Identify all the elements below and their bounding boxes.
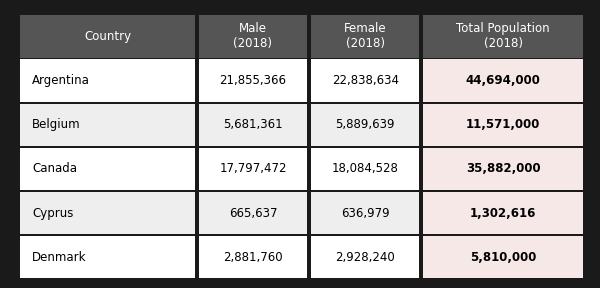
- Text: 636,979: 636,979: [341, 206, 389, 220]
- FancyBboxPatch shape: [20, 15, 195, 58]
- FancyBboxPatch shape: [20, 59, 195, 102]
- FancyBboxPatch shape: [423, 15, 583, 58]
- FancyBboxPatch shape: [199, 192, 307, 234]
- Text: 21,855,366: 21,855,366: [220, 74, 286, 87]
- FancyBboxPatch shape: [20, 192, 195, 234]
- Text: 5,889,639: 5,889,639: [335, 118, 395, 131]
- FancyBboxPatch shape: [311, 15, 419, 58]
- Text: Denmark: Denmark: [32, 251, 87, 264]
- FancyBboxPatch shape: [423, 236, 583, 278]
- Text: 17,797,472: 17,797,472: [219, 162, 287, 175]
- FancyBboxPatch shape: [199, 148, 307, 190]
- Text: 5,810,000: 5,810,000: [470, 251, 536, 264]
- FancyBboxPatch shape: [311, 148, 419, 190]
- FancyBboxPatch shape: [199, 104, 307, 146]
- Text: 18,084,528: 18,084,528: [332, 162, 398, 175]
- FancyBboxPatch shape: [311, 192, 419, 234]
- FancyBboxPatch shape: [199, 59, 307, 102]
- FancyBboxPatch shape: [423, 59, 583, 102]
- Text: 44,694,000: 44,694,000: [466, 74, 541, 87]
- FancyBboxPatch shape: [423, 148, 583, 190]
- Text: 22,838,634: 22,838,634: [332, 74, 398, 87]
- Text: 11,571,000: 11,571,000: [466, 118, 541, 131]
- Text: Belgium: Belgium: [32, 118, 81, 131]
- Text: 665,637: 665,637: [229, 206, 277, 220]
- FancyBboxPatch shape: [423, 104, 583, 146]
- Text: Country: Country: [84, 30, 131, 43]
- Text: Canada: Canada: [32, 162, 77, 175]
- Text: 1,302,616: 1,302,616: [470, 206, 536, 220]
- Text: Cyprus: Cyprus: [32, 206, 74, 220]
- Text: Male
(2018): Male (2018): [233, 22, 272, 50]
- Text: 2,881,760: 2,881,760: [223, 251, 283, 264]
- Text: Argentina: Argentina: [32, 74, 90, 87]
- FancyBboxPatch shape: [423, 192, 583, 234]
- FancyBboxPatch shape: [311, 104, 419, 146]
- Text: 35,882,000: 35,882,000: [466, 162, 541, 175]
- FancyBboxPatch shape: [199, 15, 307, 58]
- FancyBboxPatch shape: [20, 236, 195, 278]
- Text: Total Population
(2018): Total Population (2018): [457, 22, 550, 50]
- FancyBboxPatch shape: [20, 104, 195, 146]
- Text: 2,928,240: 2,928,240: [335, 251, 395, 264]
- Text: 5,681,361: 5,681,361: [223, 118, 283, 131]
- FancyBboxPatch shape: [20, 148, 195, 190]
- FancyBboxPatch shape: [199, 236, 307, 278]
- FancyBboxPatch shape: [311, 236, 419, 278]
- Text: Female
(2018): Female (2018): [344, 22, 386, 50]
- FancyBboxPatch shape: [311, 59, 419, 102]
